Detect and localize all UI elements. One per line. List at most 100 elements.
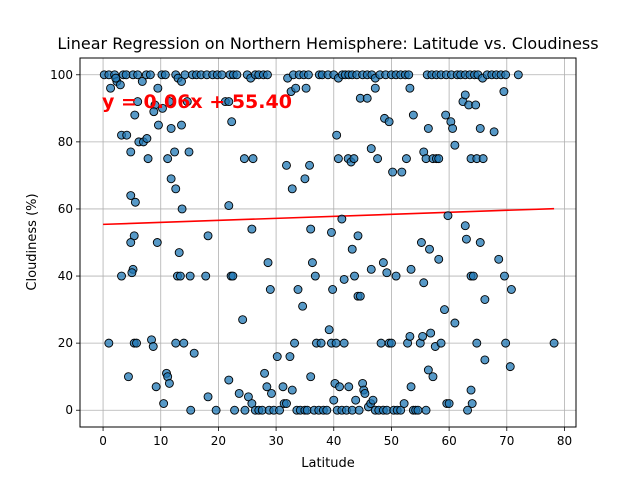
y-tick-label: 20 [58, 336, 73, 350]
data-point [291, 83, 301, 93]
data-point [436, 338, 446, 348]
data-point [180, 70, 190, 80]
y-tick-label: 0 [65, 403, 73, 417]
data-point [130, 197, 140, 207]
data-point [203, 392, 213, 402]
data-point [217, 70, 227, 80]
data-point [480, 355, 490, 365]
data-point [186, 405, 196, 415]
data-point [153, 120, 163, 130]
data-point [265, 285, 275, 294]
data-point [513, 70, 523, 80]
data-point [164, 97, 174, 107]
data-point [160, 70, 170, 80]
x-tick-label: 0 [99, 434, 107, 448]
y-tick-label: 40 [58, 269, 73, 283]
data-point [397, 167, 407, 177]
data-point [185, 271, 195, 281]
data-point [263, 258, 273, 268]
x-tick-label: 80 [557, 434, 572, 448]
data-point [301, 83, 311, 93]
data-point [360, 389, 370, 398]
data-point [163, 154, 173, 164]
data-point [450, 140, 460, 150]
data-point [472, 338, 482, 348]
data-point [177, 120, 186, 130]
data-point [391, 271, 401, 281]
data-point [267, 389, 276, 398]
data-point [450, 318, 460, 328]
data-point [282, 160, 291, 170]
data-point [463, 405, 473, 415]
data-point [152, 238, 162, 247]
data-point [104, 338, 114, 348]
data-point [344, 382, 354, 392]
data-point [260, 368, 270, 378]
data-point [500, 271, 509, 281]
y-tick-label: 100 [50, 68, 73, 82]
data-point [262, 70, 272, 80]
y-tick-label: 60 [58, 202, 73, 216]
data-point [468, 271, 478, 281]
data-point [106, 83, 116, 93]
data-point [441, 110, 451, 120]
data-point [239, 154, 249, 164]
data-point [148, 342, 158, 351]
data-point [130, 110, 140, 120]
data-point [285, 352, 295, 362]
data-point [282, 399, 291, 408]
x-tick-label: 10 [153, 434, 168, 448]
data-point [247, 224, 257, 234]
data-point [339, 274, 349, 284]
data-point [331, 338, 341, 348]
data-point [506, 285, 516, 294]
data-point [182, 97, 192, 107]
regression-line [103, 207, 555, 226]
data-point [416, 238, 426, 247]
data-point [354, 405, 364, 415]
data-point [126, 238, 136, 247]
data-point [480, 295, 490, 304]
data-point [460, 221, 470, 231]
data-point [153, 83, 163, 93]
data-point [224, 201, 234, 211]
data-point [142, 134, 152, 143]
x-tick-label: 50 [384, 434, 399, 448]
data-point [303, 70, 313, 80]
data-point [428, 372, 438, 382]
data-point [501, 338, 511, 348]
data-point [203, 231, 213, 241]
data-point [399, 399, 409, 408]
data-point [494, 254, 504, 264]
data-point [475, 238, 485, 247]
data-point [238, 315, 248, 325]
data-point [351, 395, 361, 405]
data-point [384, 117, 394, 127]
data-point [378, 258, 388, 268]
data-point [306, 224, 316, 234]
data-point [426, 328, 436, 338]
data-point [145, 70, 155, 80]
data-point [164, 378, 174, 388]
data-point [322, 405, 332, 415]
data-point [443, 211, 453, 221]
data-point [421, 405, 431, 415]
data-point [329, 395, 339, 405]
data-point [117, 271, 126, 281]
data-point [149, 107, 159, 117]
data-point [132, 338, 141, 348]
data-point [418, 331, 428, 341]
data-point [262, 382, 272, 392]
data-point [287, 385, 297, 395]
data-point [434, 254, 444, 264]
plot-frame [79, 57, 577, 428]
data-point [151, 382, 161, 392]
data-point [448, 123, 458, 133]
data-point [466, 385, 476, 395]
data-point [366, 144, 376, 154]
data-point [478, 154, 488, 164]
data-point [489, 127, 499, 137]
data-point [123, 372, 133, 382]
